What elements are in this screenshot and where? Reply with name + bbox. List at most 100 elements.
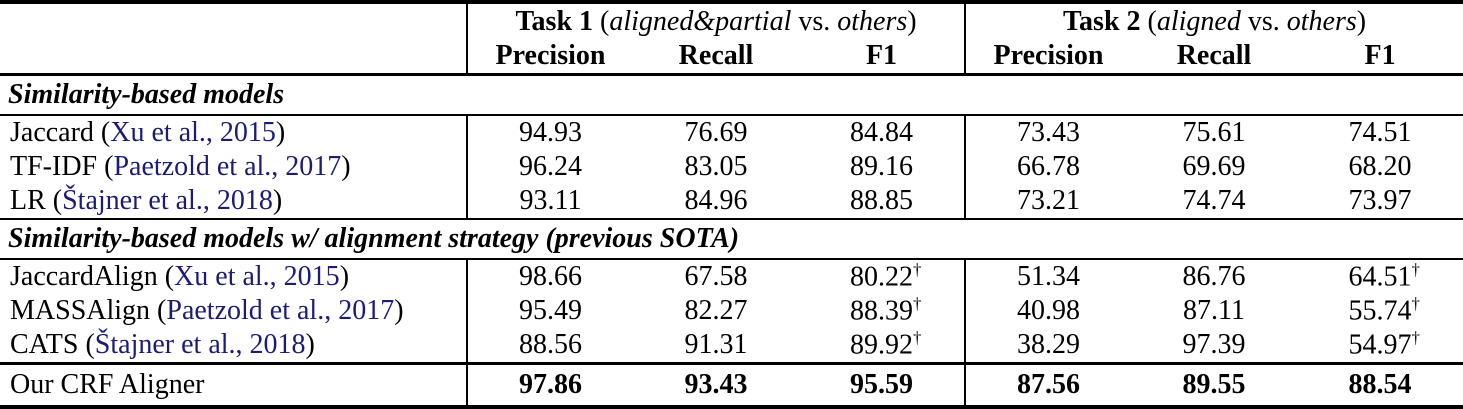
task1-paren-close: ) xyxy=(907,5,917,37)
t1-f1-value: 80.22† xyxy=(799,259,965,294)
model-name-cell: JaccardAlign (Xu et al., 2015) xyxy=(0,259,467,294)
citation-link[interactable]: Paetzold et al., 2017 xyxy=(166,294,395,326)
t1-recall-value: 82.27 xyxy=(684,294,748,326)
t2-f1-number: 74.51 xyxy=(1348,116,1412,148)
t2-precision-value: 73.21 xyxy=(964,184,1132,219)
t2-f1-number: 64.51 xyxy=(1348,261,1412,293)
t1-precision-value: 88.56 xyxy=(466,328,633,364)
t1-precision-value: 94.93 xyxy=(466,115,633,150)
citation-link[interactable]: Paetzold et al., 2017 xyxy=(113,150,342,182)
t2-recall-value: 87.11 xyxy=(1183,294,1245,326)
task1-label: Task 1 xyxy=(515,5,594,37)
task1-f1-header: F1 xyxy=(799,40,966,76)
t2-recall-value: 74.74 xyxy=(1182,184,1246,216)
t2-recall-value: 75.61 xyxy=(1182,116,1246,148)
t2-recall-value: 89.55 xyxy=(1131,362,1298,407)
t2-f1-number: 54.97 xyxy=(1348,329,1412,361)
t1-recall-value: 93.43 xyxy=(633,362,799,407)
task1-group-header: Task 1 (aligned&partial vs. others) xyxy=(465,2,966,40)
task2-paren-close: ) xyxy=(1356,5,1367,37)
task2-paren-open: ( xyxy=(1140,5,1157,37)
task2-group-header: Task 2 (aligned vs. others) xyxy=(964,2,1463,40)
t2-recall-value: 86.76 xyxy=(1182,260,1246,292)
table-row-our-crf-aligner: Our CRF Aligner 97.86 93.43 95.59 87.56 … xyxy=(0,362,1463,407)
t2-precision-value: 40.98 xyxy=(964,294,1132,328)
t2-precision-value: 66.78 xyxy=(964,150,1132,184)
t1-f1-value: 88.85 xyxy=(799,184,965,219)
model-name-cell: CATS (Štajner et al., 2018) xyxy=(0,328,467,364)
t1-f1-value: 95.59 xyxy=(799,362,966,407)
t1-precision-value: 96.24 xyxy=(466,150,633,184)
task2-condition-1: aligned xyxy=(1156,5,1241,37)
t2-precision-value: 87.56 xyxy=(964,362,1132,407)
t2-f1-value: 64.51† xyxy=(1297,259,1463,294)
t1-f1-value: 89.92† xyxy=(799,328,965,364)
t2-f1-value: 74.51 xyxy=(1297,115,1463,150)
t1-f1-number: 95.59 xyxy=(850,368,913,400)
model-name-cell: Our CRF Aligner xyxy=(0,362,467,407)
task1-recall-header: Recall xyxy=(633,40,799,76)
citation-link[interactable]: Štajner et al., 2018 xyxy=(94,328,306,360)
task2-f1-header: F1 xyxy=(1297,40,1463,76)
task1-condition-1: aligned&partial xyxy=(609,5,792,37)
model-name-cell: LR (Štajner et al., 2018) xyxy=(0,184,467,219)
task1-condition-2: others xyxy=(837,5,908,37)
citation-link[interactable]: Štajner et al., 2018 xyxy=(62,184,273,216)
t1-recall-value: 76.69 xyxy=(684,116,748,148)
model-name: JaccardAlign ( xyxy=(10,260,175,292)
t1-f1-value: 89.16 xyxy=(799,150,965,184)
model-name: LR ( xyxy=(10,184,63,216)
t1-f1-value: 84.84 xyxy=(799,115,965,150)
t1-recall-value: 84.96 xyxy=(684,184,748,216)
t2-precision-value: 38.29 xyxy=(964,328,1132,364)
task2-precision-header: Precision xyxy=(964,40,1132,76)
t1-precision-value: 93.11 xyxy=(466,184,633,219)
t2-precision-value: 51.34 xyxy=(964,259,1132,294)
t1-precision-value: 98.66 xyxy=(466,259,633,294)
model-name: CATS ( xyxy=(10,328,95,360)
t2-f1-value: 55.74† xyxy=(1297,294,1463,328)
t1-recall-value: 83.05 xyxy=(684,150,748,182)
model-name-close: ) xyxy=(339,260,350,292)
t2-recall-value: 69.69 xyxy=(1182,150,1246,182)
table-row-cats: CATS (Štajner et al., 2018) 88.56 91.31 … xyxy=(0,328,1463,364)
t1-f1-number: 89.16 xyxy=(850,150,913,182)
model-name-close: ) xyxy=(275,116,286,148)
model-name: TF-IDF ( xyxy=(10,150,114,182)
dagger-mark: † xyxy=(913,259,922,279)
t2-recall-value: 97.39 xyxy=(1182,328,1246,360)
group-header-row: Task 1 (aligned&partial vs. others) Task… xyxy=(0,2,1463,40)
citation-link[interactable]: Xu et al., 2015 xyxy=(174,260,340,292)
t2-f1-number: 55.74 xyxy=(1348,295,1412,327)
metric-header-row: Precision Recall F1 Precision Recall F1 xyxy=(0,40,1463,76)
model-name-cell: Jaccard (Xu et al., 2015) xyxy=(0,115,467,150)
model-name-close: ) xyxy=(272,184,283,216)
dagger-mark: † xyxy=(913,327,922,347)
t1-recall-value: 91.31 xyxy=(684,328,748,360)
task2-label: Task 2 xyxy=(1062,5,1141,37)
task1-precision-header: Precision xyxy=(466,40,633,76)
t2-f1-value: 54.97† xyxy=(1297,328,1463,364)
table-row-tfidf: TF-IDF (Paetzold et al., 2017) 96.24 83.… xyxy=(0,150,1463,184)
t1-precision-value: 97.86 xyxy=(466,362,633,407)
model-name: MASSAlign ( xyxy=(10,294,167,326)
t1-f1-number: 88.39 xyxy=(850,295,913,327)
model-name-close: ) xyxy=(341,150,351,182)
t1-f1-number: 88.85 xyxy=(850,184,913,216)
table-row-lr: LR (Štajner et al., 2018) 93.11 84.96 88… xyxy=(0,184,1463,219)
t2-f1-number: 68.20 xyxy=(1348,150,1412,182)
t1-recall-value: 67.58 xyxy=(684,260,748,292)
t2-f1-value: 73.97 xyxy=(1297,184,1463,219)
citation-link[interactable]: Xu et al., 2015 xyxy=(110,116,276,148)
task1-paren-open: ( xyxy=(593,5,610,37)
dagger-mark: † xyxy=(1411,327,1420,347)
model-name-close: ) xyxy=(305,328,315,360)
model-name-cell: TF-IDF (Paetzold et al., 2017) xyxy=(0,150,467,184)
section-header-similarity: Similarity-based models xyxy=(0,73,1463,116)
t1-f1-number: 89.92 xyxy=(850,329,913,361)
t2-f1-value: 88.54 xyxy=(1297,362,1463,407)
dagger-mark: † xyxy=(913,293,922,313)
t1-f1-number: 80.22 xyxy=(850,261,913,293)
task2-vs: vs. xyxy=(1240,5,1287,37)
